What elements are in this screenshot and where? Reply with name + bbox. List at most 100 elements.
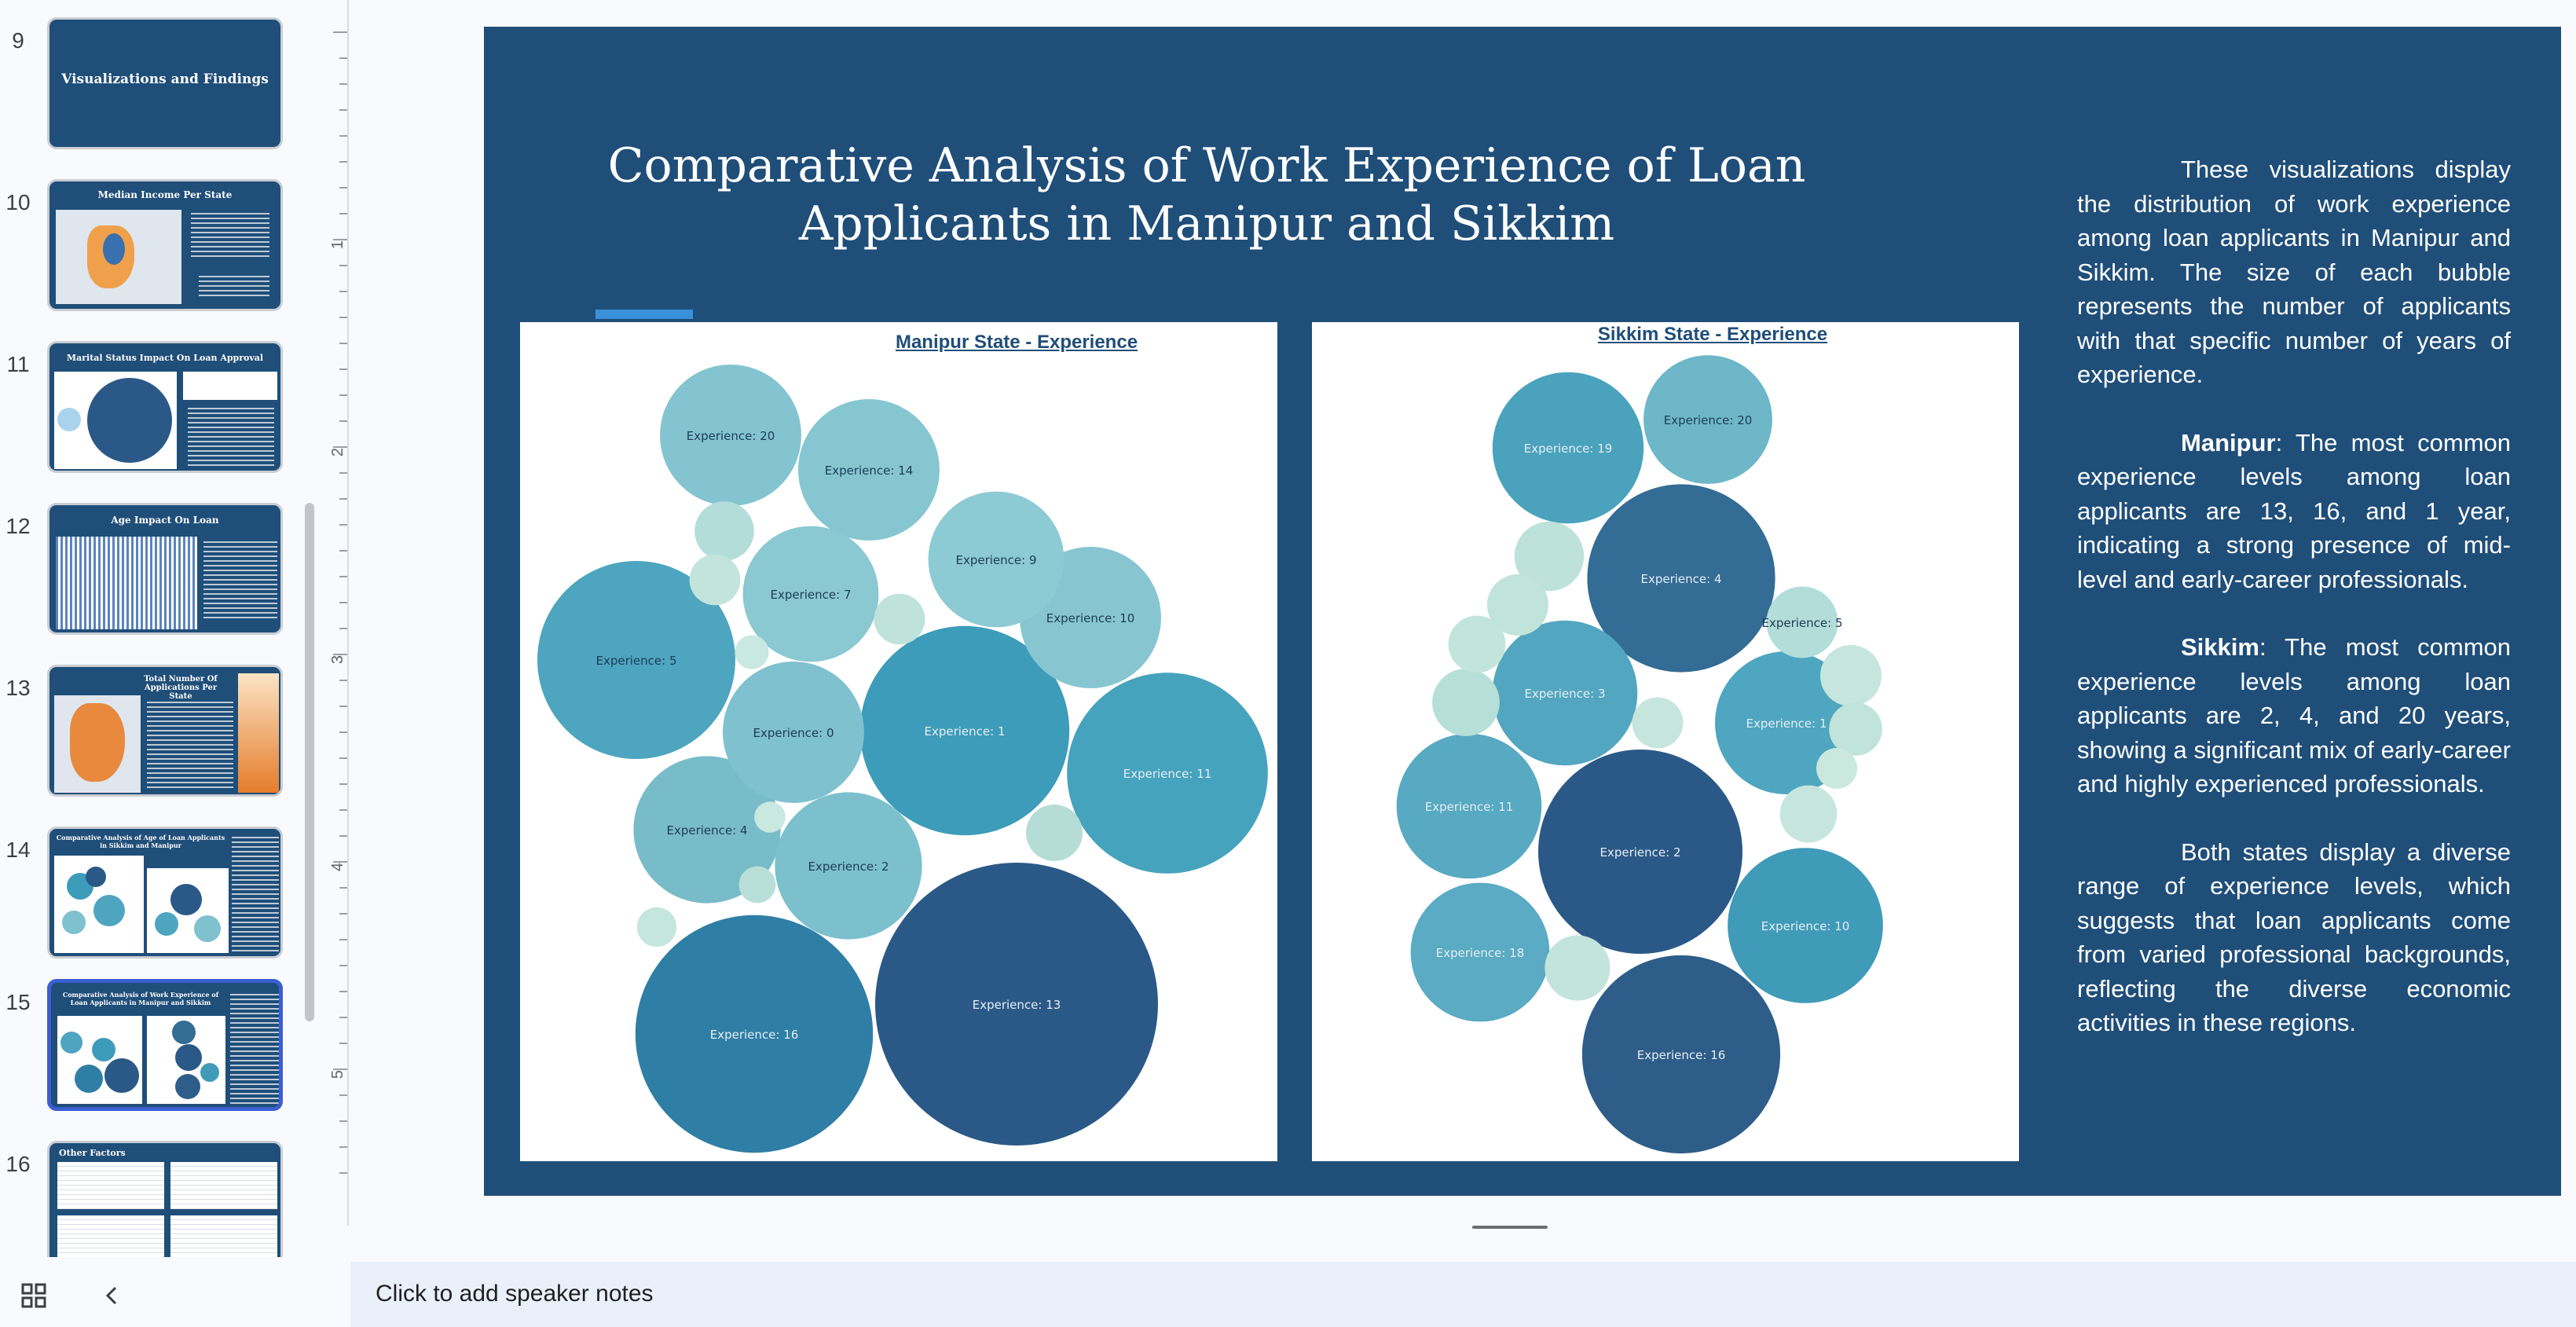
ruler-tick [339, 783, 347, 785]
bubble[interactable] [735, 635, 769, 669]
bubble[interactable] [1581, 955, 1781, 1154]
bubble[interactable] [875, 863, 1158, 1146]
filmstrip-slide-11[interactable]: 11 Marital Status Impact On Loan Approva… [0, 341, 346, 475]
bubble[interactable] [1067, 673, 1268, 874]
ruler-label: 2 [328, 447, 346, 457]
sikkim-bubble-svg: Experience: 2 Experience: 16 Experience: 4… [1396, 355, 1883, 1154]
bubble[interactable] [723, 662, 864, 803]
bubble[interactable] [1816, 748, 1857, 789]
bubble[interactable] [1492, 620, 1638, 766]
bubble[interactable] [1432, 669, 1500, 736]
slide-thumbnail[interactable]: Marital Status Impact On Loan Approval [47, 341, 283, 473]
bubble[interactable] [1587, 484, 1775, 673]
bubble-label: Experience: 1 [924, 724, 1005, 739]
bubble[interactable] [1487, 574, 1548, 636]
bubble-label: Experience: 20 [687, 429, 775, 443]
slide-thumbnail[interactable]: Comparative Analysis of Age of Loan Appl… [47, 827, 283, 959]
slide-thumbnail[interactable]: Total Number Of Applications Per State [47, 665, 283, 797]
thumbnail-map [56, 210, 181, 304]
bubble-label: Experience: 11 [1123, 767, 1212, 781]
ruler-label: 4 [328, 862, 346, 872]
bubble[interactable] [1396, 733, 1542, 879]
ruler-tick [339, 1120, 347, 1122]
filmstrip-slide-16[interactable]: 16 Other Factors [0, 1141, 346, 1257]
thumbnail-title: Total Number Of Applications Per State [144, 675, 218, 701]
slide-canvas[interactable]: Comparative Analysis of Work Experience … [484, 27, 2561, 1196]
bubble[interactable] [742, 526, 879, 662]
bubble[interactable] [1779, 785, 1838, 843]
ruler-label: 3 [328, 654, 346, 665]
ruler-tick [339, 57, 347, 59]
bubble-label: Experience: 4 [666, 823, 747, 838]
bubble[interactable] [1545, 935, 1610, 1001]
bubble[interactable] [1514, 521, 1585, 592]
bubble[interactable] [738, 866, 776, 904]
speaker-notes-placeholder[interactable]: Click to add speaker notes [376, 1281, 654, 1307]
ruler-label: 5 [328, 1069, 346, 1080]
manipur-bubble-chart[interactable]: Manipur State - Experience Experience: 1… [520, 322, 1277, 1161]
bubble[interactable] [754, 801, 786, 833]
bubble[interactable] [1728, 848, 1883, 1003]
bubble[interactable] [1829, 702, 1882, 756]
ruler-tick [339, 731, 347, 733]
thumbnail-title: Comparative Analysis of Work Experience … [62, 991, 219, 1006]
thumbnail-title: Visualizations and Findings [61, 71, 269, 87]
bubble[interactable] [1538, 750, 1742, 954]
slide-resize-handle[interactable] [1472, 1226, 1548, 1229]
filmstrip-slide-14[interactable]: 14 Comparative Analysis of Age of Loan A… [0, 827, 346, 960]
bubble[interactable] [694, 501, 754, 561]
chevron-left-icon[interactable] [99, 1282, 126, 1316]
bubble[interactable] [928, 491, 1064, 628]
slide-thumbnail[interactable]: Other Factors [47, 1141, 283, 1257]
bubble[interactable] [1448, 615, 1506, 673]
filmstrip-scrollbar[interactable] [305, 503, 314, 1021]
ruler-tick [339, 83, 347, 85]
bubble[interactable] [1643, 355, 1772, 484]
bubble-label: Experience: 13 [973, 998, 1061, 1012]
filmstrip-slide-10[interactable]: 10 Median Income Per State [0, 179, 346, 313]
slide-thumbnail-selected[interactable]: Comparative Analysis of Work Experience … [47, 979, 283, 1111]
bubble[interactable] [660, 365, 801, 506]
bubble[interactable] [1410, 882, 1550, 1022]
bubble[interactable] [874, 593, 925, 645]
bubble[interactable] [1492, 372, 1644, 524]
bubble[interactable] [635, 915, 874, 1153]
ruler-tick [339, 835, 347, 837]
slide-number: 15 [5, 990, 31, 1014]
bubble[interactable] [1632, 697, 1684, 749]
bubble[interactable] [859, 625, 1070, 836]
bubble[interactable] [537, 561, 735, 759]
slide-title[interactable]: Comparative Analysis of Work Experience … [607, 138, 1806, 251]
slide-thumbnail[interactable]: Visualizations and Findings [47, 17, 283, 149]
filmstrip-slide-12[interactable]: 12 Age Impact On Loan [0, 503, 346, 636]
grid-view-icon[interactable] [20, 1282, 47, 1316]
bubble[interactable] [775, 792, 922, 940]
slide-number: 11 [6, 352, 30, 376]
ruler-tick [339, 887, 347, 889]
slide-thumbnail[interactable]: Median Income Per State [47, 179, 283, 311]
chart-title: Sikkim State - Experience [1597, 324, 1828, 345]
bubble[interactable] [798, 399, 940, 541]
slide-number: 13 [5, 676, 31, 700]
slide-thumbnail[interactable]: Age Impact On Loan [47, 503, 283, 635]
thumbnail-chart [54, 856, 144, 953]
bubble[interactable] [1026, 805, 1083, 861]
bubble[interactable] [1820, 645, 1882, 706]
bubble[interactable] [689, 554, 741, 606]
bubble-label: Experience: 19 [1524, 442, 1613, 456]
slide-body-text[interactable]: These visualizations display the distrib… [2077, 152, 2511, 1074]
slide-number: 10 [5, 190, 31, 214]
filmstrip-slide-9[interactable]: 9 Visualizations and Findings [0, 17, 346, 151]
thumbnail-map [54, 695, 141, 793]
bubble[interactable] [633, 756, 781, 904]
ruler-tick [339, 343, 347, 344]
slide-number: 16 [5, 1152, 31, 1176]
bubble[interactable] [636, 907, 677, 948]
bubble-label: Experience: 0 [753, 726, 834, 740]
speaker-notes-panel[interactable]: Click to add speaker notes [350, 1262, 2576, 1327]
bubble[interactable] [1766, 586, 1838, 658]
filmstrip-slide-15[interactable]: 15 Comparative Analysis of Work Experien… [0, 979, 346, 1113]
thumbnail-title: Median Income Per State [97, 189, 233, 200]
filmstrip-slide-13[interactable]: 13 Total Number Of Applications Per Stat… [0, 665, 346, 798]
